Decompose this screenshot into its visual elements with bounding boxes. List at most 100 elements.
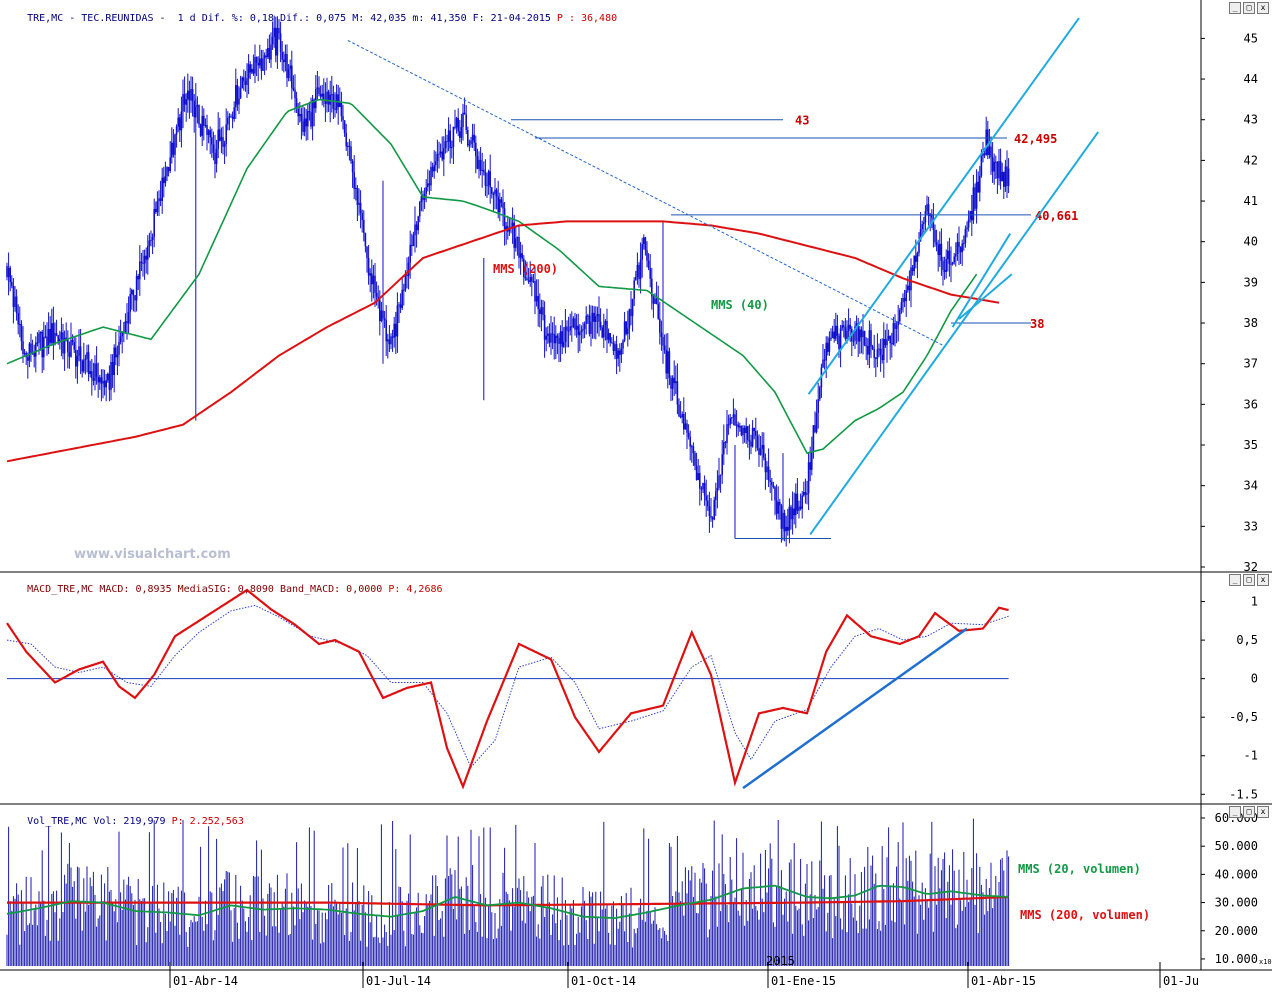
- price-bar-body: [964, 229, 967, 244]
- price-bar-body: [358, 202, 360, 205]
- price-bar: [596, 306, 599, 334]
- price-bar: [974, 183, 976, 212]
- price-bar-body: [502, 202, 504, 209]
- volume-close-button[interactable]: x: [1257, 806, 1269, 818]
- vol-mms200-label: MMS (200, volumen): [1020, 908, 1150, 922]
- price-bar-body: [553, 334, 555, 344]
- price-bar-body: [395, 323, 397, 337]
- price-bar: [132, 289, 135, 312]
- macd-y-tick-label: -1.5: [1229, 787, 1258, 801]
- price-bar-body: [329, 94, 331, 105]
- price-bar-body: [51, 323, 53, 343]
- price-bar-body: [910, 267, 912, 291]
- price-bar: [475, 135, 477, 174]
- price-bar-body: [625, 321, 627, 334]
- price-bar: [257, 56, 259, 82]
- price-minimize-button[interactable]: _: [1229, 2, 1241, 14]
- price-bar: [303, 107, 306, 137]
- price-bar: [796, 477, 799, 514]
- price-bar-body: [854, 326, 856, 341]
- price-bar-body: [244, 80, 247, 85]
- price-bar: [612, 334, 615, 356]
- price-bar: [347, 142, 349, 157]
- price-bar: [838, 333, 840, 359]
- price-bar: [484, 159, 487, 197]
- price-bar-body: [545, 335, 547, 340]
- price-bar-body: [673, 377, 675, 384]
- price-bar-body: [223, 143, 226, 147]
- price-bar: [654, 293, 656, 305]
- price-restore-button[interactable]: □: [1243, 2, 1255, 14]
- price-bar-body: [623, 321, 626, 341]
- price-bar-body: [713, 499, 715, 520]
- price-bar-body: [124, 321, 127, 333]
- price-bar: [630, 290, 632, 326]
- price-bar-body: [551, 333, 554, 335]
- price-bar-body: [75, 349, 77, 367]
- price-bar: [97, 362, 99, 398]
- volume-restore-button[interactable]: □: [1243, 806, 1255, 818]
- price-bar-body: [588, 315, 591, 334]
- price-bar: [407, 256, 410, 290]
- price-bar-body: [348, 145, 351, 147]
- macd-minimize-button[interactable]: _: [1229, 574, 1241, 586]
- price-bar: [790, 504, 792, 530]
- price-bar: [49, 316, 51, 345]
- price-bar: [977, 171, 979, 193]
- x-tick-label: 01-Abr-14: [173, 974, 238, 988]
- price-bar: [215, 139, 218, 173]
- price-bar-body: [318, 87, 320, 94]
- price-bar: [819, 385, 821, 402]
- price-bar-body: [161, 177, 163, 201]
- price-bar-body: [438, 153, 440, 155]
- price-bar: [292, 75, 295, 92]
- price-bar: [945, 249, 947, 279]
- price-bar-body: [651, 278, 653, 297]
- price-bar: [593, 306, 595, 339]
- price-bar: [287, 64, 290, 82]
- price-bar: [948, 237, 951, 277]
- price-bar: [942, 256, 944, 286]
- price-bar-body: [951, 262, 954, 264]
- price-bar: [894, 314, 896, 347]
- price-bar: [143, 249, 146, 280]
- price-bar: [950, 246, 952, 283]
- price-bar: [951, 261, 954, 266]
- price-bar-body: [12, 285, 15, 308]
- price-bar-body: [57, 335, 59, 343]
- price-bar-body: [825, 342, 827, 361]
- price-bar-body: [60, 332, 63, 339]
- price-bar: [78, 329, 80, 362]
- price-bar: [723, 424, 725, 465]
- price-bar-body: [103, 380, 106, 388]
- volume-minimize-button[interactable]: _: [1229, 806, 1241, 818]
- price-bar: [187, 73, 189, 113]
- price-bar: [254, 44, 256, 84]
- macd-close-button[interactable]: x: [1257, 574, 1269, 586]
- price-bar: [177, 108, 179, 133]
- macd-restore-button[interactable]: □: [1243, 574, 1255, 586]
- price-bar-body: [508, 228, 511, 232]
- price-close-button[interactable]: x: [1257, 2, 1269, 14]
- price-bar: [251, 64, 253, 75]
- price-bar: [923, 216, 925, 234]
- price-header: TRE,MC - TEC.REUNIDAS - 1 d Dif. %: 0,18…: [3, 1, 617, 37]
- price-bar: [683, 397, 685, 435]
- price-bar-body: [911, 267, 914, 272]
- price-bar-body: [564, 326, 567, 342]
- price-bar-body: [356, 187, 359, 205]
- price-bar: [881, 338, 883, 364]
- price-bar: [943, 256, 946, 280]
- price-bar-body: [235, 85, 237, 108]
- price-bar: [331, 75, 333, 113]
- price-bar: [639, 242, 642, 294]
- price-bar: [703, 475, 706, 506]
- price-bar-body: [289, 65, 291, 70]
- price-bar: [731, 416, 733, 424]
- price-bar-body: [572, 318, 575, 327]
- price-bar: [91, 358, 93, 396]
- price-bar: [940, 228, 943, 276]
- price-bar-body: [524, 277, 527, 279]
- price-bar: [926, 195, 928, 216]
- price-bar: [710, 497, 712, 522]
